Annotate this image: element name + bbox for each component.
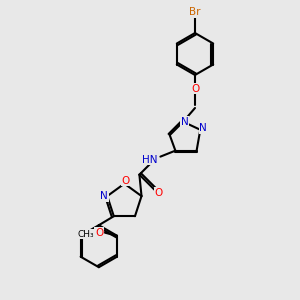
Text: O: O [191,83,199,94]
Text: HN: HN [142,154,158,165]
Text: N: N [181,117,188,127]
Text: O: O [95,228,103,238]
Text: O: O [155,188,163,198]
Text: Br: Br [189,7,201,17]
Text: N: N [100,191,108,201]
Text: N: N [200,123,207,133]
Text: O: O [122,176,130,186]
Text: CH₃: CH₃ [77,230,94,239]
